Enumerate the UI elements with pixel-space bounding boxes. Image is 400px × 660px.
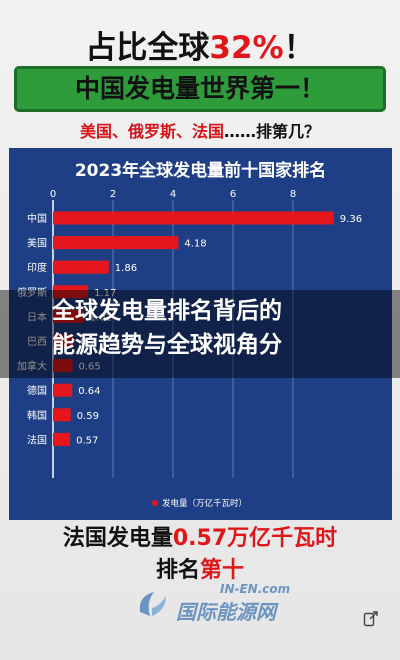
category-label: 法国: [27, 433, 47, 446]
bottom1-metric: 发电量: [106, 526, 173, 551]
category-label: 德国: [27, 384, 47, 397]
bottom-caption-2: 排名第十: [0, 552, 400, 584]
overlay-caption: 全球发电量排名背后的 能源趋势与全球视角分: [52, 298, 282, 358]
data-label: 0.65: [79, 362, 101, 373]
bar: [53, 285, 89, 299]
data-label: 1.86: [115, 263, 137, 274]
chart-title: 2023年全球发电量前十国家排名: [74, 161, 327, 181]
category-label: 美国: [27, 237, 47, 250]
bar: [53, 432, 71, 446]
bar: [53, 408, 71, 422]
bar: [53, 309, 84, 323]
category-label: 印度: [27, 261, 47, 274]
bar: [53, 334, 74, 348]
legend-label: 发电量（万亿千瓦时）: [162, 498, 247, 509]
banner-text: 中国发电量世界第一！: [74, 74, 325, 103]
subtitle-rest: ……排第几？: [224, 122, 321, 141]
data-label: 1.02: [90, 312, 112, 323]
subtitle-countries: 美国、俄罗斯、法国: [79, 122, 224, 141]
x-tick-label: 0: [50, 189, 56, 200]
subtitle-question: 美国、俄罗斯、法国……排第几？: [0, 118, 400, 142]
category-label: 日本: [27, 310, 47, 323]
bottom-caption-1: 法国发电量0.57万亿千瓦时: [0, 520, 400, 552]
headline: 占比全球32%！: [0, 22, 400, 67]
x-tick-label: 2: [110, 189, 116, 200]
bar-chart: 0 2 4 6 8 中国 9.36 美国 4.18 印度 1.86 俄罗斯 1.17 日本 1.02 巴西 0.…: [17, 189, 362, 509]
bar: [53, 211, 334, 225]
logo-icon: [139, 592, 166, 616]
data-label: 9.36: [340, 214, 362, 225]
watermark-logo: IN-EN.com 国际能源网: [136, 580, 306, 624]
data-label: 0.7: [80, 337, 96, 348]
share-icon[interactable]: [363, 609, 379, 627]
category-label: 加拿大: [17, 360, 47, 373]
headline-part1: 占比全球: [85, 30, 210, 66]
headline-part2: ！: [283, 30, 315, 66]
category-label: 韩国: [27, 409, 47, 422]
category-label: 中国: [27, 212, 47, 225]
legend-marker: [152, 500, 158, 506]
logo-cn-text: 国际能源网: [176, 600, 276, 624]
bar: [53, 359, 73, 373]
headline-percent: 32%: [209, 30, 284, 66]
x-tick-label: 8: [290, 189, 296, 200]
data-label: 0.64: [78, 386, 100, 397]
bottom2-label: 排名: [155, 558, 200, 583]
bar: [53, 236, 179, 250]
category-label: 俄罗斯: [17, 286, 47, 299]
data-label: 4.18: [184, 239, 206, 250]
bottom1-value: 0.57万亿千瓦时: [172, 526, 338, 551]
category-label: 巴西: [27, 336, 47, 348]
bottom1-country: 法国: [62, 526, 107, 551]
chart-panel: 2023年全球发电量前十国家排名 0 2 4 6 8 中国 9.36 美国 4.18 印度 1.86…: [9, 148, 392, 520]
data-label: 0.59: [77, 411, 99, 422]
data-label: 0.57: [76, 435, 98, 446]
data-label: 1.17: [94, 288, 116, 299]
video-overlay: [0, 290, 400, 378]
bar: [53, 260, 109, 274]
x-tick-label: 4: [170, 189, 176, 200]
headline-banner: 中国发电量世界第一！: [14, 66, 386, 112]
logo-en-text: IN-EN.com: [220, 582, 291, 596]
x-tick-label: 6: [230, 189, 236, 200]
bar: [53, 383, 73, 397]
bottom2-rank: 第十: [200, 558, 245, 583]
